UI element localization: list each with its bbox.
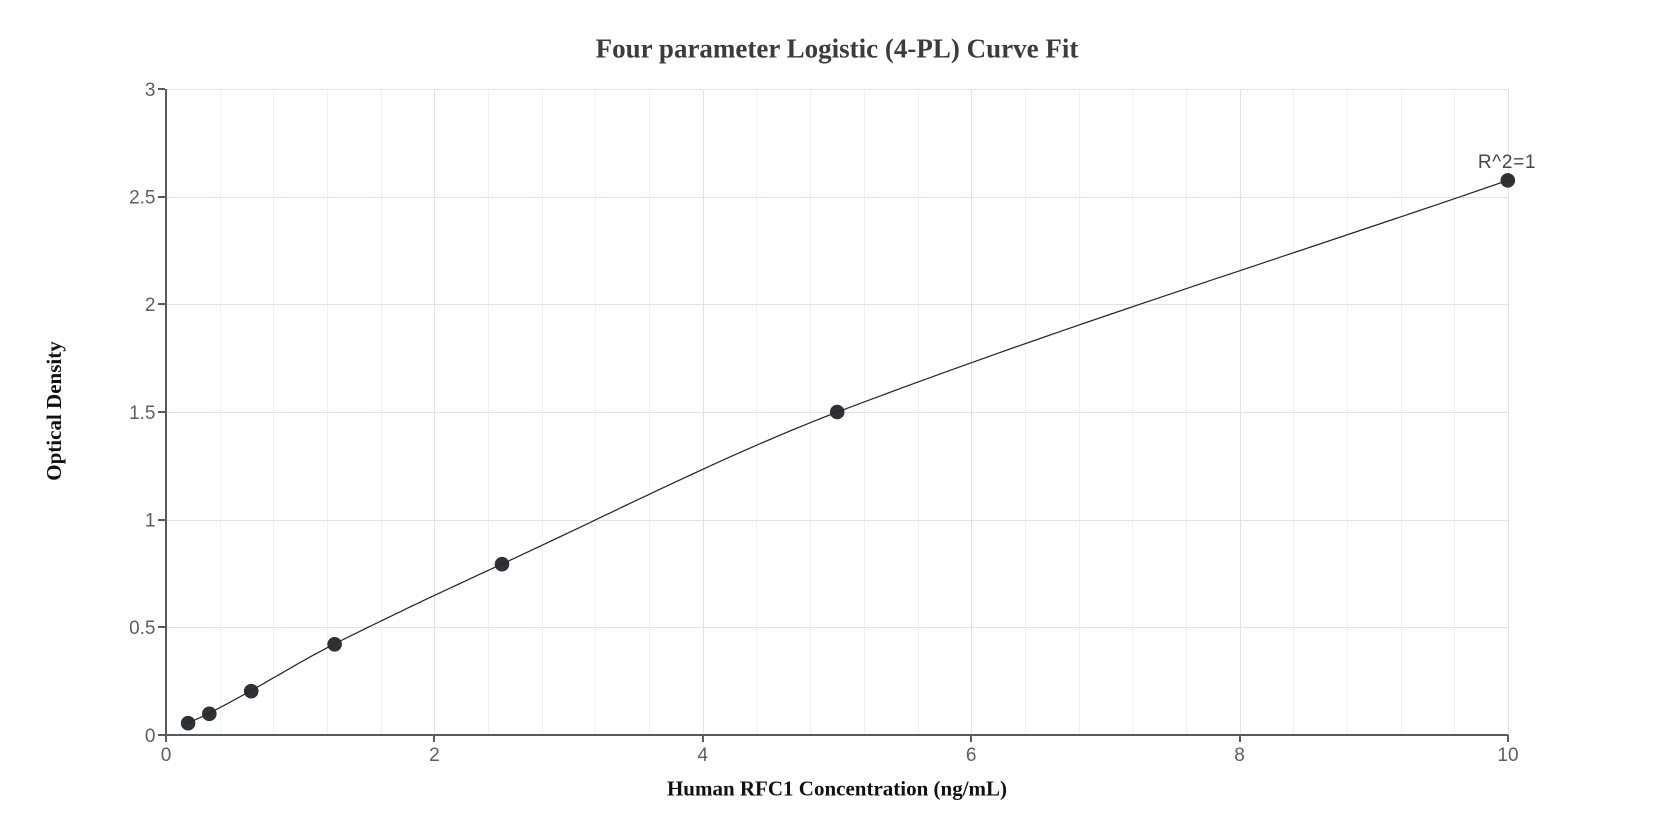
svg-text:0: 0 [161,745,172,766]
svg-text:1: 1 [145,511,156,532]
svg-text:R^2=1: R^2=1 [1478,152,1536,173]
svg-text:2: 2 [429,745,440,766]
svg-text:2.5: 2.5 [129,188,155,209]
svg-text:6: 6 [966,745,977,766]
svg-text:1.5: 1.5 [129,403,155,424]
svg-text:Optical Density: Optical Density [42,341,66,481]
svg-text:8: 8 [1234,745,1245,766]
svg-text:0.5: 0.5 [129,618,155,639]
svg-text:10: 10 [1497,745,1518,766]
svg-text:2: 2 [145,295,156,316]
svg-text:3: 3 [145,80,156,101]
svg-text:Four parameter Logistic (4-PL): Four parameter Logistic (4-PL) Curve Fit [596,34,1079,64]
svg-text:4: 4 [698,745,709,766]
svg-text:0: 0 [145,726,156,747]
svg-text:Human RFC1 Concentration (ng/m: Human RFC1 Concentration (ng/mL) [667,777,1007,801]
